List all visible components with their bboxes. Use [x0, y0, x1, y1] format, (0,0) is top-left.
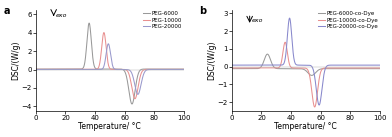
PEG-20000	[177, 69, 182, 70]
PEG-6000-co-Dye	[377, 68, 382, 69]
PEG-6000-co-Dye	[373, 68, 378, 69]
PEG-10000-co-Dye	[377, 67, 382, 69]
Line: PEG-10000-co-Dye: PEG-10000-co-Dye	[232, 42, 380, 107]
PEG-6000	[181, 68, 186, 70]
X-axis label: Temperature/ °C: Temperature/ °C	[78, 122, 141, 131]
PEG-6000	[34, 68, 38, 70]
PEG-20000-co-Dye	[237, 64, 242, 66]
PEG-10000	[177, 68, 182, 70]
PEG-20000	[150, 69, 155, 70]
PEG-6000-co-Dye	[237, 68, 242, 69]
PEG-20000-co-Dye	[377, 64, 382, 66]
PEG-10000-co-Dye	[312, 106, 317, 108]
Text: b: b	[200, 6, 207, 16]
PEG-10000-co-Dye	[230, 67, 234, 69]
PEG-10000	[181, 68, 186, 70]
PEG-20000	[105, 44, 110, 45]
Legend: PEG-6000, PEG-10000, PEG-20000: PEG-6000, PEG-10000, PEG-20000	[143, 11, 183, 29]
Line: PEG-10000: PEG-10000	[36, 33, 184, 99]
Line: PEG-6000-co-Dye: PEG-6000-co-Dye	[232, 54, 380, 75]
PEG-20000-co-Dye	[287, 17, 292, 19]
PEG-10000-co-Dye	[298, 67, 302, 69]
Line: PEG-20000-co-Dye: PEG-20000-co-Dye	[232, 18, 380, 105]
PEG-6000	[130, 103, 134, 105]
PEG-20000-co-Dye	[373, 64, 378, 66]
Line: PEG-20000: PEG-20000	[36, 44, 184, 94]
X-axis label: Temperature/ °C: Temperature/ °C	[274, 122, 337, 131]
PEG-20000	[34, 69, 38, 70]
PEG-20000-co-Dye	[301, 64, 306, 66]
Y-axis label: DSC/(W/g): DSC/(W/g)	[207, 41, 216, 80]
PEG-20000	[177, 69, 182, 70]
PEG-10000	[177, 68, 182, 70]
PEG-20000-co-Dye	[346, 64, 351, 66]
PEG-6000-co-Dye	[309, 75, 314, 76]
PEG-6000	[41, 68, 46, 70]
PEG-6000-co-Dye	[301, 69, 306, 70]
PEG-10000	[41, 68, 46, 70]
PEG-10000-co-Dye	[373, 67, 378, 69]
PEG-20000	[136, 94, 140, 95]
PEG-20000	[181, 69, 186, 70]
Legend: PEG-6000-co-Dye, PEG-10000-co-Dye, PEG-20000-co-Dye: PEG-6000-co-Dye, PEG-10000-co-Dye, PEG-2…	[318, 11, 379, 29]
PEG-10000	[34, 68, 38, 70]
PEG-10000-co-Dye	[346, 67, 351, 69]
PEG-20000-co-Dye	[298, 64, 302, 66]
PEG-20000-co-Dye	[373, 64, 378, 66]
PEG-6000	[105, 68, 110, 70]
PEG-20000-co-Dye	[317, 104, 321, 106]
PEG-6000	[87, 22, 91, 24]
PEG-10000	[105, 61, 110, 63]
PEG-10000-co-Dye	[237, 67, 242, 69]
PEG-10000	[132, 98, 137, 100]
PEG-10000	[150, 68, 155, 70]
PEG-6000	[102, 68, 106, 70]
PEG-20000	[102, 65, 106, 67]
Y-axis label: DSC/(W/g): DSC/(W/g)	[11, 41, 20, 80]
PEG-10000	[102, 32, 106, 33]
PEG-20000	[106, 43, 111, 45]
PEG-10000	[102, 32, 106, 33]
PEG-6000-co-Dye	[298, 68, 302, 70]
PEG-6000	[177, 68, 182, 70]
PEG-10000-co-Dye	[373, 67, 378, 69]
PEG-6000	[150, 68, 155, 70]
PEG-10000-co-Dye	[283, 41, 287, 43]
PEG-6000-co-Dye	[230, 68, 234, 69]
Text: exo: exo	[252, 18, 263, 23]
PEG-6000	[177, 68, 182, 70]
PEG-10000-co-Dye	[301, 67, 306, 69]
Text: exo: exo	[56, 13, 67, 18]
PEG-20000	[41, 69, 46, 70]
Line: PEG-6000: PEG-6000	[36, 23, 184, 104]
PEG-20000-co-Dye	[230, 64, 234, 66]
PEG-6000-co-Dye	[373, 68, 378, 69]
PEG-6000-co-Dye	[346, 68, 351, 69]
Text: a: a	[4, 6, 10, 16]
PEG-6000-co-Dye	[265, 53, 270, 55]
